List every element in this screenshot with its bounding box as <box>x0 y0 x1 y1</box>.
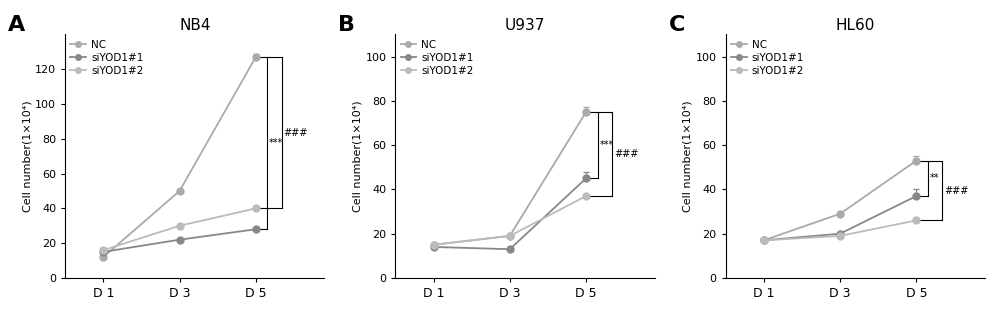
Title: NB4: NB4 <box>179 18 211 33</box>
Text: C: C <box>669 15 685 35</box>
Text: ###: ### <box>284 128 308 138</box>
Text: A: A <box>8 15 25 35</box>
Title: HL60: HL60 <box>836 18 875 33</box>
Text: ***: *** <box>599 140 614 150</box>
Y-axis label: Cell number(1×10⁴): Cell number(1×10⁴) <box>22 100 32 212</box>
Text: B: B <box>338 15 355 35</box>
Text: **: ** <box>930 173 939 183</box>
Y-axis label: Cell number(1×10⁴): Cell number(1×10⁴) <box>353 100 363 212</box>
Legend: NC, siYOD1#1, siYOD1#2: NC, siYOD1#1, siYOD1#2 <box>731 40 804 76</box>
Title: U937: U937 <box>505 18 545 33</box>
Text: ###: ### <box>944 186 969 196</box>
Text: ***: *** <box>269 138 283 148</box>
Y-axis label: Cell number(1×10⁴): Cell number(1×10⁴) <box>683 100 693 212</box>
Text: ###: ### <box>614 149 638 159</box>
Legend: NC, siYOD1#1, siYOD1#2: NC, siYOD1#1, siYOD1#2 <box>70 40 144 76</box>
Legend: NC, siYOD1#1, siYOD1#2: NC, siYOD1#1, siYOD1#2 <box>401 40 474 76</box>
